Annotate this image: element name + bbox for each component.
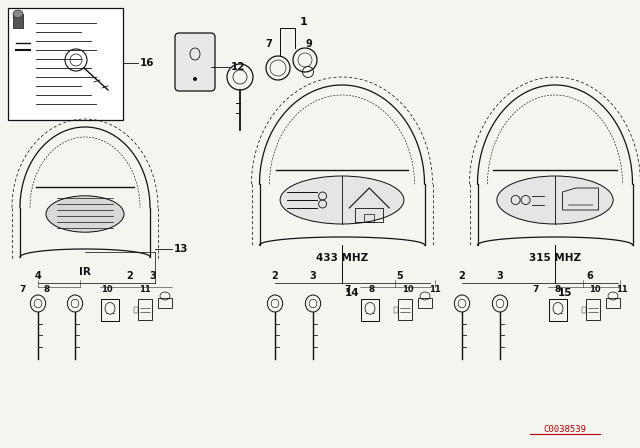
Text: 2: 2	[271, 271, 278, 281]
Text: IR: IR	[79, 267, 91, 277]
Text: 7: 7	[345, 285, 351, 294]
Ellipse shape	[280, 176, 404, 224]
Text: 8: 8	[369, 285, 375, 294]
Text: 3: 3	[150, 271, 156, 281]
Bar	[134, 307, 138, 313]
Ellipse shape	[46, 196, 124, 232]
FancyBboxPatch shape	[175, 33, 215, 91]
Bar	[398, 300, 412, 320]
Text: 7: 7	[265, 39, 272, 49]
Text: 14: 14	[345, 288, 360, 298]
Text: 7: 7	[20, 285, 26, 294]
Text: 16: 16	[140, 58, 154, 68]
Text: 11: 11	[616, 285, 628, 294]
Ellipse shape	[365, 302, 375, 314]
Text: 4: 4	[35, 271, 42, 281]
Text: 8: 8	[555, 285, 561, 294]
Text: 15: 15	[558, 288, 573, 298]
Text: 11: 11	[139, 285, 151, 294]
Bar	[355, 208, 383, 222]
Bar	[138, 300, 152, 320]
Text: 6: 6	[587, 271, 593, 281]
Text: 7: 7	[533, 285, 539, 294]
Text: 5: 5	[397, 271, 403, 281]
Text: 3: 3	[497, 271, 504, 281]
Ellipse shape	[227, 64, 253, 90]
Text: 12: 12	[231, 62, 246, 72]
Ellipse shape	[497, 176, 613, 224]
Bar	[394, 307, 398, 313]
Bar	[418, 298, 432, 308]
Bar	[361, 299, 379, 321]
Text: 1: 1	[300, 17, 308, 27]
Bar	[8, 8, 123, 120]
Bar	[586, 300, 600, 320]
Bar	[13, 14, 23, 28]
Text: 9: 9	[306, 39, 313, 49]
Ellipse shape	[13, 10, 23, 18]
Text: 8: 8	[44, 285, 50, 294]
Ellipse shape	[553, 302, 563, 314]
Ellipse shape	[105, 302, 115, 314]
Text: 13: 13	[174, 244, 189, 254]
Bar	[582, 307, 586, 313]
Bar	[549, 299, 567, 321]
Text: 11: 11	[429, 285, 441, 294]
Text: 10: 10	[402, 285, 414, 294]
Text: 10: 10	[101, 285, 113, 294]
Text: 315 MHZ: 315 MHZ	[529, 253, 581, 263]
Bar	[158, 298, 172, 308]
Ellipse shape	[193, 77, 197, 81]
Bar	[101, 299, 119, 321]
Text: 10: 10	[589, 285, 601, 294]
Bar	[364, 214, 374, 222]
Text: 2: 2	[459, 271, 465, 281]
Text: 433 MHZ: 433 MHZ	[316, 253, 368, 263]
Bar	[606, 298, 620, 308]
Text: 3: 3	[310, 271, 316, 281]
Text: 2: 2	[127, 271, 133, 281]
Text: C0038539: C0038539	[543, 426, 586, 435]
